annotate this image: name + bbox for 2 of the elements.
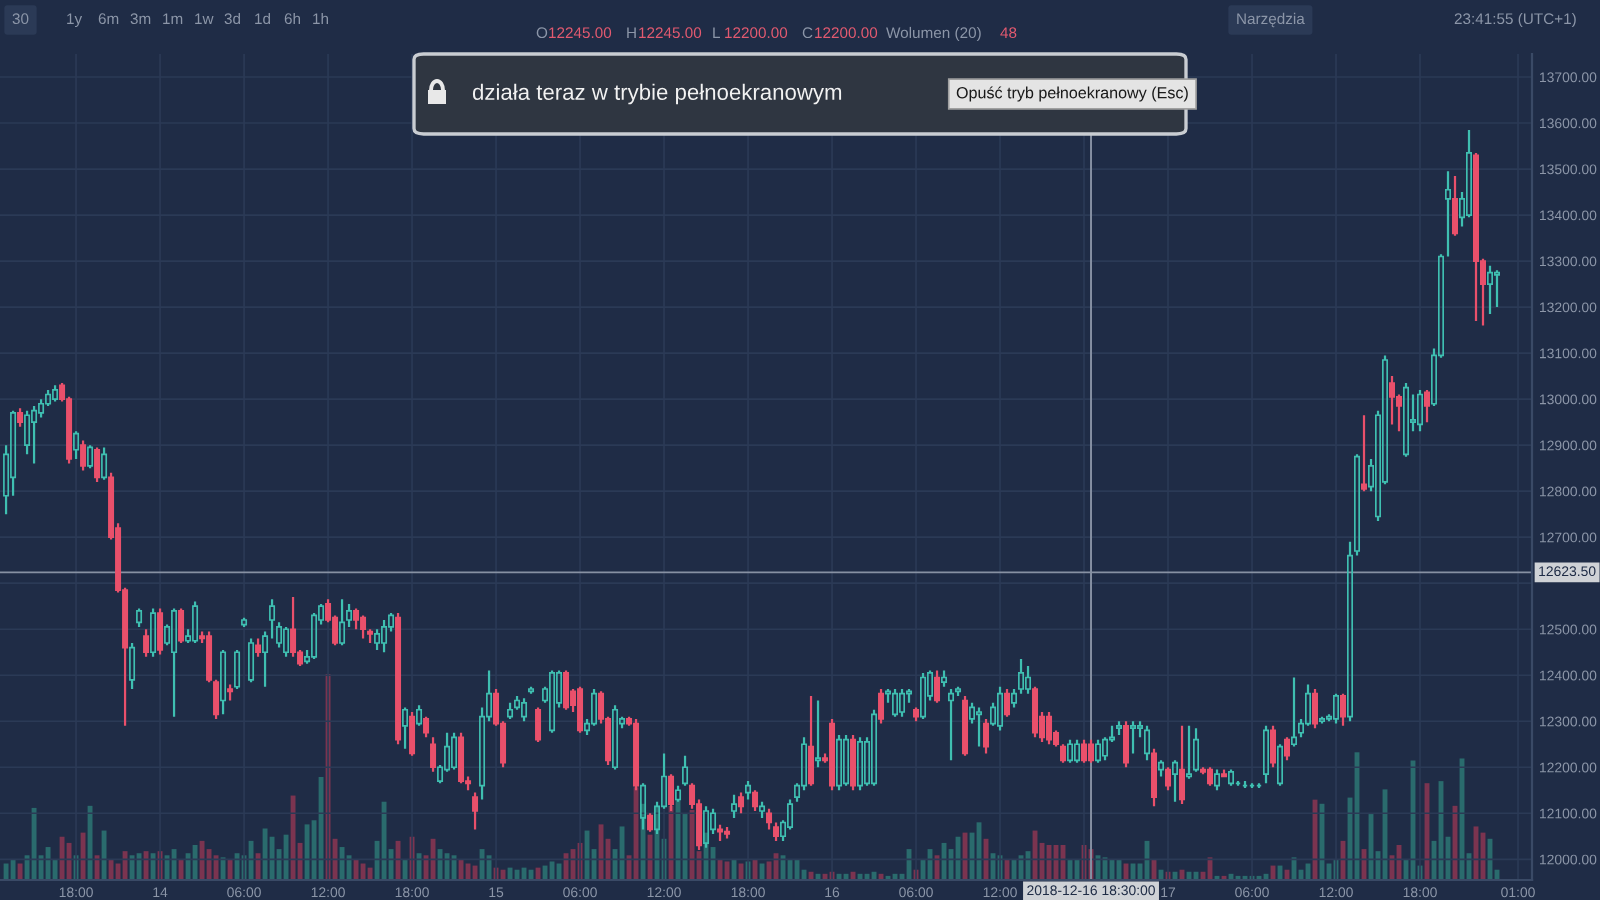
annotation: Opuść tryb pełnoekranowy (Esc) <box>956 86 1188 102</box>
annotation: działa teraz w trybie pełnoekranowym <box>472 83 842 105</box>
